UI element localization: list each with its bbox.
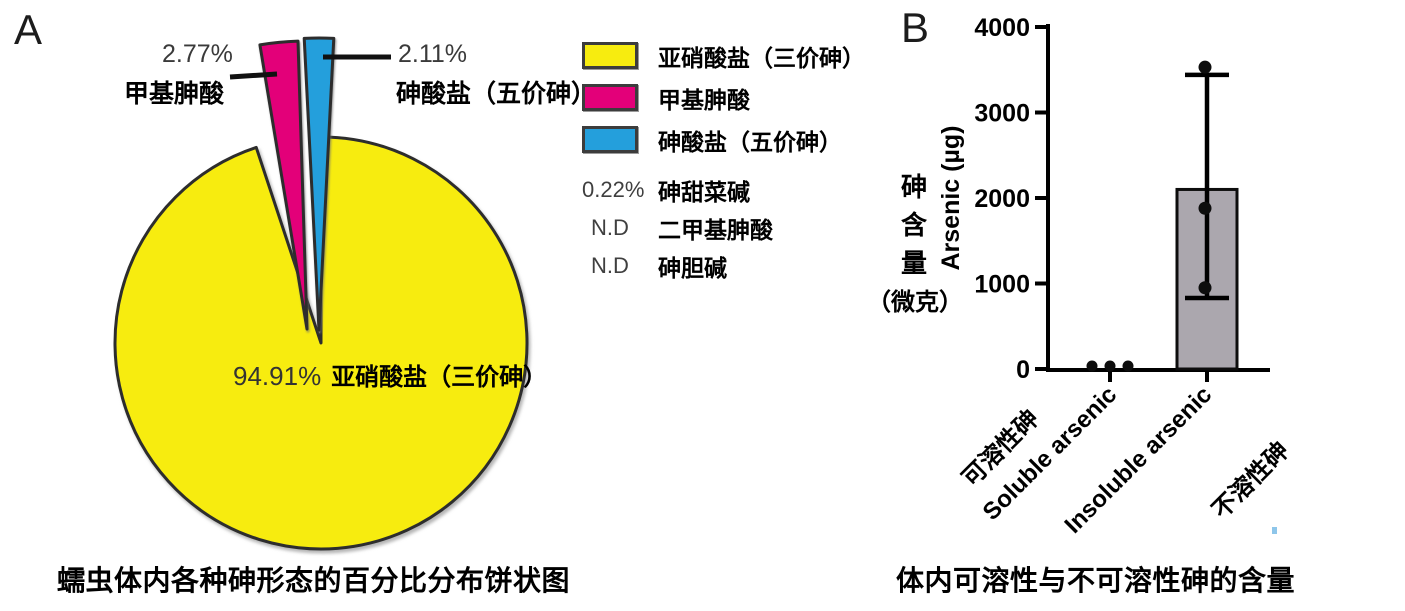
pie-main-label-percent: 94.91% xyxy=(233,361,322,391)
data-point-insoluble xyxy=(1198,60,1212,74)
y-axis-label-english: Arsenic (µg) xyxy=(937,126,965,271)
legend-row: 甲基胂酸 xyxy=(582,83,865,113)
y-tick-label: 0 xyxy=(1016,356,1030,384)
y-axis-label-chinese-unit: （微克） xyxy=(867,288,963,316)
scan-artifact-mark xyxy=(1272,527,1277,534)
legend-row: 亚硝酸盐（三价砷） xyxy=(582,41,865,71)
legend-label: 亚硝酸盐（三价砷） xyxy=(658,44,865,71)
pie-callout-mma-percent: 2.77% xyxy=(162,40,233,68)
pie-legend: 亚硝酸盐（三价砷） 甲基胂酸 砷酸盐（五价砷） 0.22% 砷甜菜碱 N.D 二甲基胂酸 N.… xyxy=(582,41,865,291)
y-axis-label-chinese-char: 量 xyxy=(901,248,927,278)
pie-slice-arsenite xyxy=(113,135,529,551)
legend-label: 砷胆碱 xyxy=(658,255,727,281)
y-tick-label: 2000 xyxy=(974,185,1030,213)
legend-value-text: N.D xyxy=(591,215,629,240)
leader-line-mma xyxy=(229,71,278,80)
panel-b-letter: B xyxy=(901,4,931,51)
pie-main-label-name: 亚硝酸盐（三价砷） xyxy=(331,364,548,391)
data-point-insoluble xyxy=(1198,201,1212,215)
y-tick-label: 4000 xyxy=(974,14,1030,42)
legend-label: 砷甜菜碱 xyxy=(658,179,750,205)
y-axis-label-chinese-char: 砷 xyxy=(901,172,927,202)
legend-swatch xyxy=(582,42,638,69)
pie-slice-arsenate xyxy=(302,36,336,332)
y-tick-label: 1000 xyxy=(974,271,1030,299)
legend-value-text: 0.22% xyxy=(582,177,645,202)
legend-swatch xyxy=(582,126,638,153)
y-tick-label: 3000 xyxy=(974,100,1030,128)
panel-b-caption: 体内可溶性与不可溶性砷的含量 xyxy=(896,565,1296,596)
pie-slice-mma xyxy=(258,39,309,331)
legend-row: N.D 砷胆碱 xyxy=(582,253,865,281)
legend-swatch xyxy=(582,84,638,111)
legend-label: 甲基胂酸 xyxy=(658,86,750,113)
x-label-insoluble-zh: 不溶性砷 xyxy=(1207,436,1295,524)
pie-chart xyxy=(113,36,529,551)
panel-a-letter: A xyxy=(14,6,44,53)
panel-a-caption: 蠕虫体内各种砷形态的百分比分布饼状图 xyxy=(57,565,571,596)
legend-label: 二甲基胂酸 xyxy=(658,217,773,243)
pie-callout-arsenate-name: 砷酸盐（五价砷） xyxy=(396,80,597,108)
data-point-soluble xyxy=(1122,360,1134,372)
legend-row: 砷酸盐（五价砷） xyxy=(582,125,865,155)
data-point-soluble xyxy=(1104,360,1116,372)
pie-main-label: 94.91% 亚硝酸盐（三价砷） xyxy=(233,357,547,392)
y-axis-label-chinese-char: 含 xyxy=(901,210,928,240)
data-point-soluble xyxy=(1086,360,1098,372)
pie-callout-arsenate-percent: 2.11% xyxy=(398,40,468,68)
legend-label: 砷酸盐（五价砷） xyxy=(658,128,842,155)
pie-callout-mma-name: 甲基胂酸 xyxy=(124,80,225,108)
legend-row: 0.22% 砷甜菜碱 xyxy=(582,177,865,205)
legend-value-text: N.D xyxy=(591,253,629,278)
legend-row: N.D 二甲基胂酸 xyxy=(582,215,865,243)
data-point-insoluble xyxy=(1198,281,1212,295)
